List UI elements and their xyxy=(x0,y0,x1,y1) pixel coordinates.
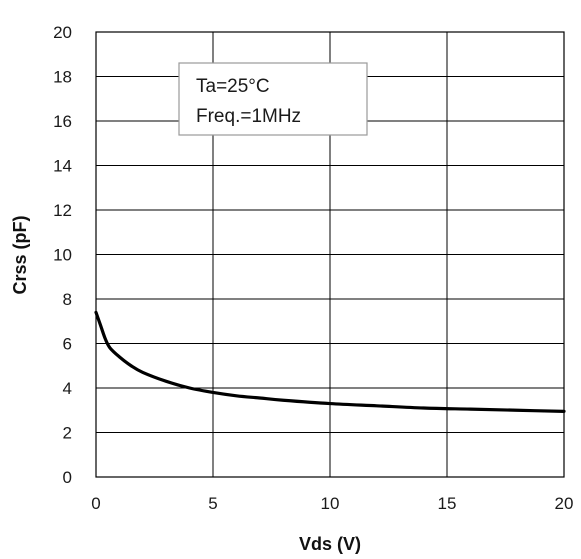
series-line-crss xyxy=(94,310,566,413)
y-tick-label: 4 xyxy=(63,379,72,398)
annotation-temperature: Ta=25°C xyxy=(196,76,270,97)
x-tick-label: 20 xyxy=(555,494,574,513)
y-tick-label: 14 xyxy=(53,157,72,176)
y-tick-label: 16 xyxy=(53,112,72,131)
x-tick-label: 5 xyxy=(208,494,217,513)
y-tick-label: 12 xyxy=(53,201,72,220)
annotation-frequency: Freq.=1MHz xyxy=(196,106,301,127)
y-tick-label: 0 xyxy=(63,468,72,487)
y-axis-title: Crss (pF) xyxy=(10,215,30,294)
x-tick-label: 0 xyxy=(91,494,100,513)
plot-frame xyxy=(95,31,565,478)
x-tick-label: 10 xyxy=(321,494,340,513)
y-tick-label: 2 xyxy=(63,424,72,443)
x-axis-title: Vds (V) xyxy=(299,534,361,554)
x-tick-label: 15 xyxy=(438,494,457,513)
x-tick-labels: 0 5 10 15 20 xyxy=(91,494,573,513)
y-tick-label: 10 xyxy=(53,246,72,265)
y-tick-label: 6 xyxy=(63,335,72,354)
annotation-box: Ta=25°C Freq.=1MHz xyxy=(178,62,368,136)
annotation-frame xyxy=(178,62,368,136)
y-tick-label: 8 xyxy=(63,290,72,309)
y-tick-label: 20 xyxy=(53,23,72,42)
y-tick-label: 18 xyxy=(53,68,72,87)
y-tick-labels: 0 2 4 6 8 10 12 14 16 18 20 xyxy=(53,23,72,487)
